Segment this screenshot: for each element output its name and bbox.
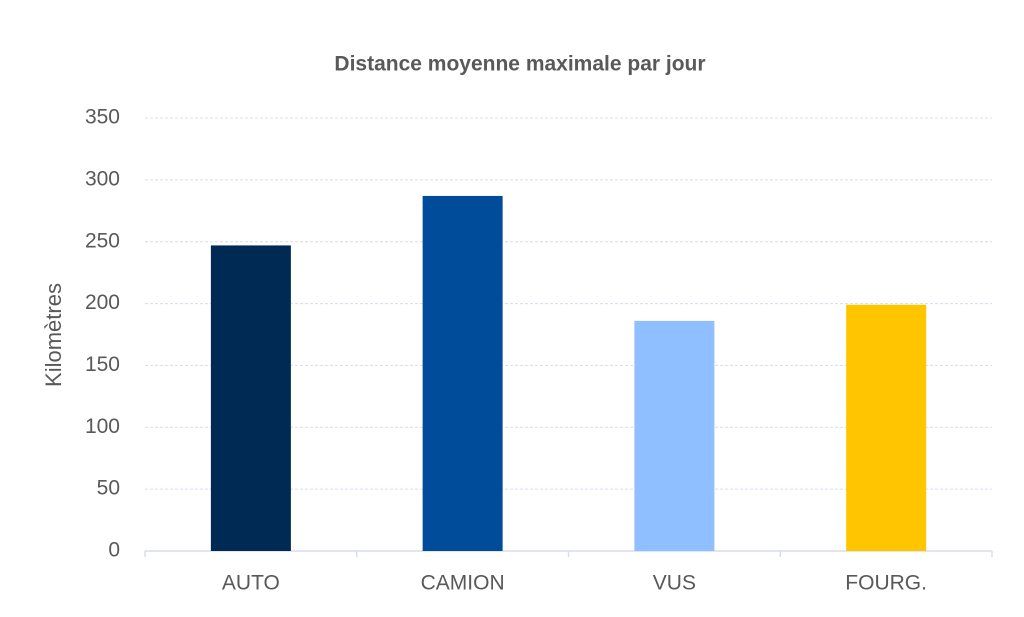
x-tick-label: AUTO: [222, 572, 280, 595]
y-axis-label: Kilomètres: [41, 283, 66, 387]
y-tick-label: 0: [108, 539, 120, 562]
y-tick-label: 250: [85, 229, 120, 252]
bar: [634, 320, 715, 551]
bar: [846, 304, 927, 551]
bar: [422, 195, 503, 551]
y-tick-label: 200: [85, 291, 120, 314]
bar: [210, 245, 291, 551]
y-tick-label: 150: [85, 353, 120, 376]
x-tick-label: FOURG.: [845, 572, 927, 595]
x-tick-label: VUS: [653, 572, 696, 595]
x-tick-label: CAMION: [421, 572, 505, 595]
chart-title: Distance moyenne maximale par jour: [334, 53, 705, 76]
y-tick-label: 350: [85, 106, 120, 129]
y-tick-label: 50: [97, 477, 120, 500]
y-tick-label: 100: [85, 415, 120, 438]
y-tick-label: 300: [85, 167, 120, 190]
